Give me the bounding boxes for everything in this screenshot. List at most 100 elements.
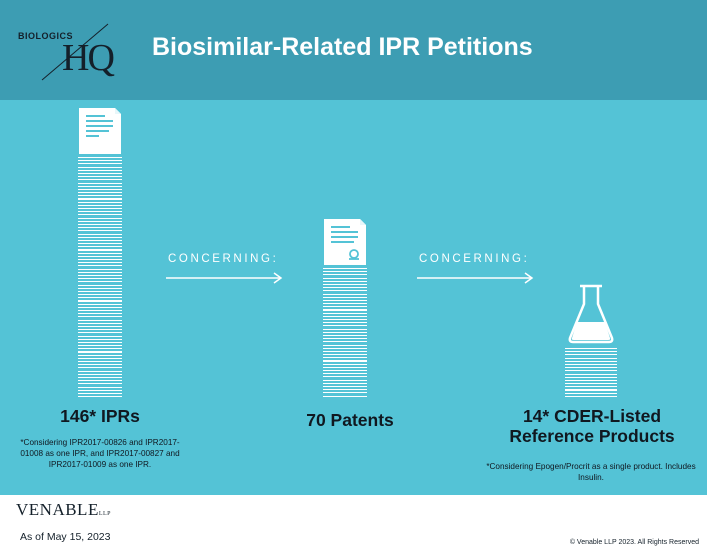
stack-line — [78, 236, 122, 238]
stack-line — [323, 354, 367, 356]
reference-products-footnote: *Considering Epogen/Procrit as a single … — [486, 462, 696, 482]
stack-line — [78, 176, 122, 178]
stack-line — [323, 395, 367, 397]
stack-line — [323, 280, 367, 282]
stack-line — [323, 389, 367, 391]
stack-line — [78, 198, 122, 200]
stack-line — [565, 389, 617, 391]
patent-document-icon — [322, 217, 368, 401]
venable-logo-suffix: LLP — [98, 511, 111, 517]
as-of-date: As of May 15, 2023 — [20, 531, 111, 543]
header-banner: BIOLOGICS HQ Biosimilar-Related IPR Peti… — [0, 0, 707, 100]
stack-line — [78, 195, 122, 197]
stack-line — [78, 217, 122, 219]
stack-line — [78, 274, 122, 277]
stack-line — [78, 211, 122, 213]
stack-line — [78, 389, 122, 391]
concerning-label-2: CONCERNING: — [419, 253, 530, 265]
stack-line — [323, 350, 367, 352]
stack-line — [78, 373, 122, 375]
stack-line — [323, 363, 367, 365]
stack-line — [78, 182, 122, 184]
stack-line — [78, 281, 122, 283]
stack-line — [565, 367, 617, 369]
stack-line — [78, 179, 122, 181]
stack-line — [565, 373, 617, 375]
stack-line — [323, 268, 367, 270]
stack-line — [78, 316, 122, 318]
stack-line — [78, 166, 122, 168]
stack-line — [78, 243, 122, 245]
stack-line — [323, 319, 367, 321]
stack-line — [565, 351, 617, 353]
stack-line — [565, 379, 617, 381]
stack-line — [323, 290, 367, 292]
stack-line — [323, 293, 367, 295]
logo-biologics-text: BIOLOGICS — [18, 31, 74, 41]
stack-line — [323, 322, 367, 324]
stack-line — [323, 385, 367, 388]
stack-line — [565, 392, 617, 394]
stack-line — [78, 201, 122, 203]
venable-logo-text: VENABLE — [16, 500, 99, 519]
stack-line — [565, 370, 617, 372]
stack-line — [78, 332, 122, 334]
ipr-count-label: 146* IPRs — [60, 406, 140, 426]
stack-line — [78, 278, 122, 280]
stack-line — [323, 331, 367, 333]
stack-line — [78, 249, 122, 251]
stack-line — [323, 360, 367, 362]
stack-line — [78, 239, 122, 241]
stack-line — [78, 255, 122, 257]
stack-line — [323, 274, 367, 276]
stack-line — [78, 329, 122, 331]
stack-line — [323, 299, 367, 301]
stack-line — [78, 160, 122, 162]
stack-line — [78, 233, 122, 235]
stack-line — [323, 382, 367, 384]
patent-stack-lines — [323, 268, 367, 399]
stack-line — [323, 303, 367, 305]
stack-line — [323, 287, 367, 289]
reference-products-label: 14* CDER-Listed Reference Products — [509, 406, 675, 446]
stack-line — [78, 214, 122, 216]
stack-line — [78, 386, 122, 388]
stack-line — [78, 163, 122, 165]
document-top-icon — [79, 108, 121, 154]
stack-line — [78, 268, 122, 270]
stack-line — [323, 277, 367, 279]
stack-line — [78, 310, 122, 312]
stack-line — [78, 338, 122, 340]
stack-line — [78, 227, 122, 229]
stack-line — [323, 309, 367, 311]
stack-line — [323, 334, 367, 337]
stack-line — [323, 296, 367, 298]
logo-hq-text: HQ — [62, 37, 115, 79]
stack-line — [78, 341, 122, 343]
stack-line — [78, 322, 122, 324]
stack-line — [78, 380, 122, 382]
document-stack-icon — [77, 106, 123, 401]
stack-line — [78, 252, 122, 254]
document-stack-lines — [78, 157, 122, 399]
stack-line — [565, 395, 617, 397]
stack-line — [323, 379, 367, 381]
stack-line — [78, 367, 122, 369]
stack-line — [323, 344, 367, 346]
stack-line — [78, 370, 122, 372]
stack-line — [78, 185, 122, 187]
copyright-notice: © Venable LLP 2023. All Rights Reserved — [569, 539, 699, 546]
stack-line — [565, 357, 617, 359]
stack-line — [78, 306, 122, 308]
stack-line — [565, 386, 617, 388]
page-title: Biosimilar-Related IPR Petitions — [152, 33, 533, 61]
stack-line — [78, 271, 122, 273]
stack-line — [78, 361, 122, 363]
infographic-panel: CONCERNING: CONCERNING: — [0, 100, 707, 495]
stack-line — [78, 364, 122, 366]
stack-line — [323, 370, 367, 372]
stack-line — [323, 376, 367, 378]
stack-line — [78, 376, 122, 379]
stack-line — [78, 300, 122, 302]
logo-slash-graphic — [41, 23, 109, 81]
